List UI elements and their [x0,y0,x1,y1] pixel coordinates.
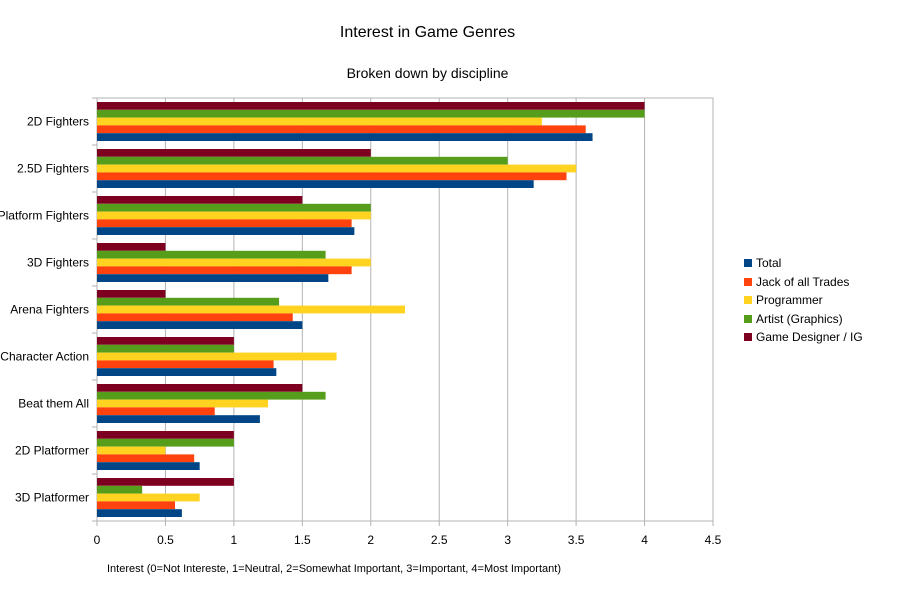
bar [97,250,326,259]
bar [97,391,326,400]
legend-label: Total [756,256,782,271]
bar [97,462,200,470]
y-tick-label: Platform Fighters [0,209,89,223]
bar [97,501,176,510]
y-tick-label: Character Action [0,350,89,364]
bar [97,211,371,220]
bar [97,446,166,455]
x-tick-label: 0.5 [157,533,174,547]
y-tick-label: 3D Platformer [15,491,89,505]
y-tick-label: 3D Fighters [27,256,89,270]
bar [97,438,234,447]
bar [97,102,645,110]
bar [97,337,234,345]
legend-swatch [744,333,752,342]
y-tick-label: 2D Platformer [15,444,89,458]
bar [97,196,303,204]
bar [97,172,567,181]
y-tick-label: 2.5D Fighters [17,162,89,176]
bar [97,164,577,173]
legend-label: Game Designer / IG [756,330,863,345]
legend-swatch [744,259,752,268]
legend-item: Jack of all Trades [744,273,863,292]
bar [97,368,277,376]
bar [97,156,508,165]
bar [97,290,166,298]
x-tick-label: 3.5 [568,533,585,547]
legend-item: Artist (Graphics) [744,310,863,329]
bar [97,454,195,463]
legend: Total Jack of all Trades Programmer Artist … [744,254,863,347]
legend-item: Total [744,254,863,273]
bar [97,219,352,228]
bar [97,415,260,423]
bar [97,509,182,517]
legend-label: Artist (Graphics) [756,311,843,326]
y-tick-label: 2D Fighters [27,115,89,129]
y-tick-label: Beat them All [18,397,89,411]
legend-item: Programmer [744,291,863,310]
x-tick-label: 1.5 [294,533,311,547]
bar [97,125,586,134]
bar [97,243,166,251]
bar [97,313,293,322]
x-tick-label: 4.5 [705,533,722,547]
bar [97,431,234,439]
bar [97,485,143,494]
bar [97,117,542,126]
bar [97,274,329,282]
y-tick-label: Arena Fighters [10,303,89,317]
x-tick-label: 4 [641,533,648,547]
bar [97,258,371,267]
bar [97,180,534,188]
bar [97,109,645,118]
bar [97,407,215,416]
legend-label: Programmer [756,293,823,308]
chart-title: Interest in Game Genres [339,24,516,41]
bar [97,133,593,141]
bar [97,384,303,392]
x-axis-label: Interest (0=Not Intereste, 1=Neutral, 2=… [107,563,561,575]
bar [97,321,303,329]
legend-swatch [744,296,752,305]
bar [97,149,371,157]
legend-item: Game Designer / IG [744,328,863,347]
bar [97,227,355,235]
legend-swatch [744,314,752,323]
chart-subtitle: Broken down by discipline [346,65,509,81]
bar [97,297,280,306]
x-tick-label: 2 [367,533,374,547]
legend-label: Jack of all Trades [756,274,850,289]
bar [97,305,405,314]
bar [97,344,234,353]
bar [97,352,337,361]
x-tick-label: 0 [94,533,101,547]
bar [97,493,200,502]
bar [97,399,269,408]
bar [97,203,371,212]
x-tick-label: 3 [504,533,511,547]
bar [97,266,352,275]
legend-swatch [744,277,752,286]
x-tick-label: 1 [231,533,238,547]
x-tick-label: 2.5 [431,533,448,547]
bar [97,478,234,486]
bar [97,360,274,369]
